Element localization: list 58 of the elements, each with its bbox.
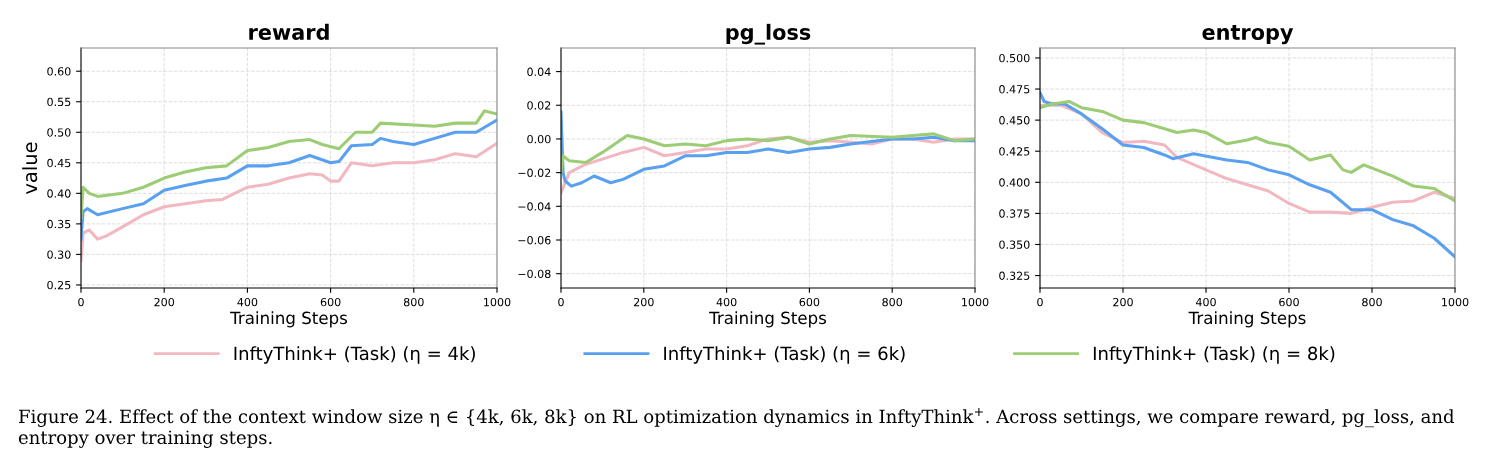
- y-tick-label: 0.60: [47, 67, 71, 76]
- legend-label: InftyThink+ (Task) (η = 6k): [664, 346, 905, 364]
- x-tick-label: 0: [1037, 297, 1043, 307]
- line-series: [81, 141, 497, 263]
- y-tick-label: 0.400: [999, 178, 1030, 187]
- y-tick-label: −0.08: [518, 269, 551, 279]
- y-tick-label: 0.50: [47, 128, 71, 137]
- line-series: [1040, 91, 1455, 259]
- x-tick-label: 1000: [484, 297, 511, 307]
- y-tick-label: 0.00: [527, 134, 551, 144]
- y-axis-title: value: [22, 142, 38, 194]
- y-tick-label: 0.475: [999, 85, 1030, 94]
- y-tick-label: 0.425: [999, 147, 1030, 156]
- y-tick-label: 0.30: [47, 250, 71, 259]
- x-tick-label: 400: [1195, 297, 1216, 307]
- x-tick-label: 400: [716, 297, 737, 307]
- y-tick-label: −0.06: [518, 235, 551, 245]
- x-tick-label: 600: [1279, 297, 1299, 307]
- x-tick-label: 0: [78, 297, 84, 307]
- x-axis-title: Training Steps: [1188, 311, 1306, 328]
- legend-label: InftyThink+ (Task) (η = 4k): [234, 346, 475, 364]
- line-series: [561, 110, 975, 188]
- line-series: [81, 109, 497, 220]
- text: Figure 24. Effect of the context window size η ∈ {4k, 6k, 8k} on RL optimization dynamics in InftyThink$^{+}$. Across settings, we compare reward, pg_loss, and entropy over training steps.: [18, 408, 1455, 448]
- y-tick-label: 0.325: [999, 271, 1030, 280]
- y-tick-label: 0.500: [999, 53, 1030, 63]
- x-tick-label: 0: [558, 297, 564, 307]
- y-tick-label: −0.02: [518, 168, 551, 178]
- y-tick-label: 0.450: [999, 116, 1030, 125]
- line-series: [81, 118, 497, 241]
- y-tick-label: 0.375: [999, 209, 1030, 218]
- chart-title: pg_loss: [726, 23, 811, 45]
- x-tick-label: 800: [1362, 297, 1382, 307]
- y-tick-label: 0.45: [47, 158, 71, 168]
- x-tick-label: 800: [882, 297, 903, 307]
- x-tick-label: 800: [403, 297, 424, 307]
- x-tick-label: 200: [634, 297, 654, 307]
- x-tick-label: 1000: [1442, 297, 1469, 307]
- y-tick-label: 0.55: [47, 97, 71, 107]
- chart-title: entropy: [1202, 25, 1294, 45]
- x-axis-title: Training Steps: [709, 311, 827, 328]
- y-tick-label: 0.40: [47, 189, 71, 198]
- y-tick-label: −0.04: [518, 202, 551, 211]
- y-tick-label: 0.35: [47, 219, 71, 229]
- y-tick-label: 0.04: [527, 67, 551, 76]
- x-tick-label: 200: [154, 297, 175, 307]
- x-axis-title: Training Steps: [230, 311, 348, 328]
- legend-label: InftyThink+ (Task) (η = 8k): [1093, 346, 1335, 364]
- line-series: [561, 132, 975, 175]
- y-tick-label: 0.25: [47, 280, 71, 290]
- x-tick-label: 1000: [962, 297, 989, 307]
- x-tick-label: 200: [1113, 297, 1133, 307]
- x-tick-label: 600: [799, 297, 820, 307]
- y-tick-label: 0.02: [527, 101, 551, 110]
- y-tick-label: 0.350: [999, 240, 1030, 249]
- x-tick-label: 600: [320, 297, 341, 307]
- chart-title: reward: [249, 23, 329, 40]
- x-tick-label: 400: [237, 297, 258, 307]
